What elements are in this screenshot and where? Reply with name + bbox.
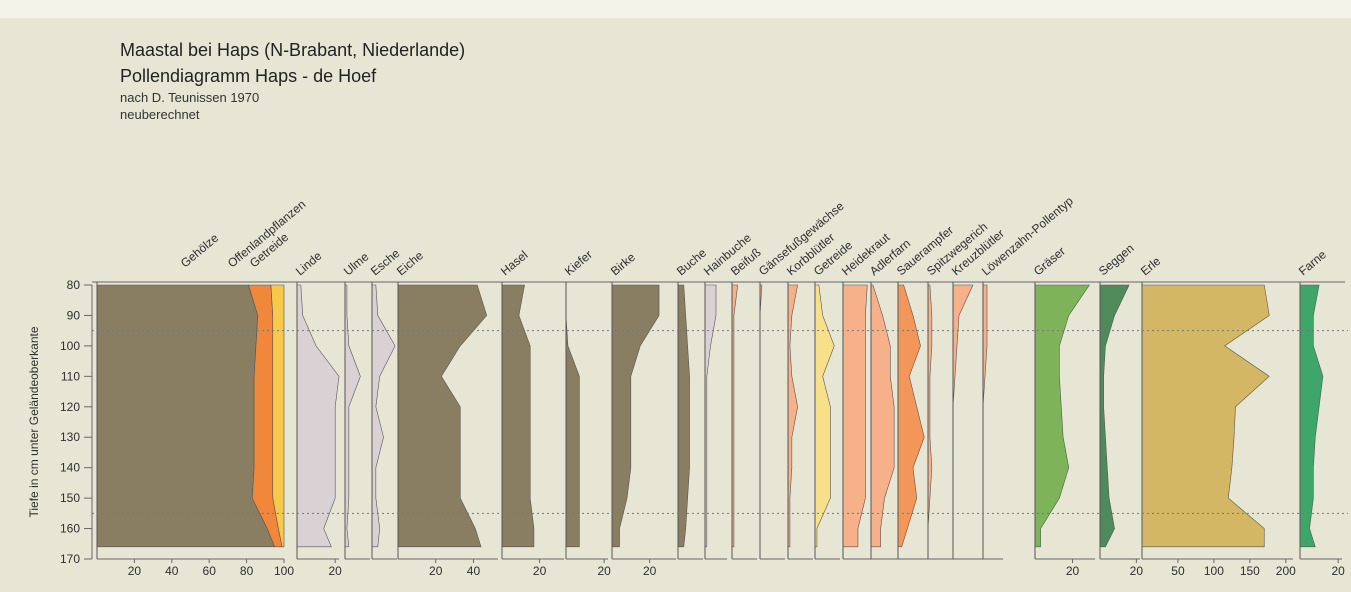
- y-tick-label: 160: [60, 522, 80, 536]
- x-tick-label: 150: [1240, 564, 1260, 578]
- y-tick-label: 90: [67, 308, 81, 322]
- taxon-area: [731, 284, 739, 548]
- x-tick-label: 50: [1171, 564, 1185, 578]
- stacked-area: [270, 284, 285, 548]
- chart-title: Maastal bei Haps (N-Brabant, Niederlande…: [120, 40, 465, 60]
- taxon-label: Ulme: [341, 249, 372, 278]
- x-tick-label: 80: [240, 564, 254, 578]
- x-tick-label: 20: [598, 564, 612, 578]
- taxon-area: [787, 284, 798, 548]
- y-tick-label: 80: [67, 278, 81, 292]
- source-note: nach D. Teunissen 1970: [120, 90, 259, 105]
- x-tick-label: 40: [165, 564, 179, 578]
- x-tick-label: 20: [128, 564, 142, 578]
- taxon-label: Kiefer: [562, 247, 595, 278]
- x-tick-label: 20: [1066, 564, 1080, 578]
- x-tick-label: 100: [1204, 564, 1224, 578]
- taxon-label: Farne: [1296, 247, 1329, 278]
- y-tick-label: 140: [60, 461, 80, 475]
- y-tick-label: 110: [61, 369, 80, 383]
- taxon-area: [296, 284, 340, 548]
- taxon-area: [1099, 284, 1130, 548]
- taxon-area: [371, 284, 396, 548]
- taxon-label: Hasel: [498, 248, 531, 278]
- taxon-label: Buche: [674, 245, 709, 278]
- taxon-label: Gräser: [1031, 244, 1068, 278]
- taxon-area: [677, 284, 690, 548]
- x-tick-label: 20: [643, 564, 657, 578]
- y-tick-label: 170: [60, 552, 80, 566]
- taxon-area: [1034, 284, 1090, 548]
- taxon-area: [1141, 284, 1270, 548]
- x-tick-label: 40: [467, 564, 481, 578]
- taxon-label: Gehölze: [178, 231, 221, 271]
- taxon-label: Seggen: [1096, 241, 1137, 278]
- taxon-area: [842, 284, 868, 548]
- taxon-area: [897, 284, 925, 548]
- stacked-area: [96, 284, 276, 548]
- note: neuberechnet: [120, 107, 200, 122]
- taxon-area: [1299, 284, 1324, 548]
- x-tick-label: 20: [1130, 564, 1144, 578]
- y-tick-label: 130: [60, 430, 80, 444]
- x-tick-label: 60: [203, 564, 217, 578]
- taxon-area: [952, 284, 974, 547]
- taxon-area: [927, 284, 933, 547]
- y-tick-label: 150: [60, 491, 80, 505]
- x-tick-label: 200: [1276, 564, 1296, 578]
- taxon-area: [611, 284, 660, 548]
- chart-subtitle: Pollendiagramm Haps - de Hoef: [120, 66, 377, 86]
- x-tick-label: 20: [1332, 564, 1346, 578]
- top-band: [0, 0, 1351, 18]
- taxon-area: [565, 285, 580, 548]
- taxon-area: [397, 284, 488, 548]
- taxon-label: Birke: [608, 250, 638, 279]
- x-tick-label: 100: [274, 564, 294, 578]
- taxon-label: Erle: [1138, 254, 1164, 279]
- y-tick-label: 100: [60, 339, 80, 353]
- x-tick-label: 20: [329, 564, 343, 578]
- x-tick-label: 20: [429, 564, 443, 578]
- y-tick-label: 120: [60, 400, 80, 414]
- taxon-area: [814, 284, 835, 548]
- taxon-area: [501, 284, 535, 548]
- taxon-area: [870, 284, 895, 548]
- taxon-area: [704, 284, 717, 548]
- taxon-label: Linde: [293, 248, 325, 278]
- taxon-label: Esche: [368, 246, 403, 278]
- y-axis-label: Tiefe in cm unter Geländeoberkante: [27, 326, 41, 517]
- x-tick-label: 20: [533, 564, 547, 578]
- taxon-area: [344, 284, 361, 548]
- taxon-area: [982, 284, 988, 547]
